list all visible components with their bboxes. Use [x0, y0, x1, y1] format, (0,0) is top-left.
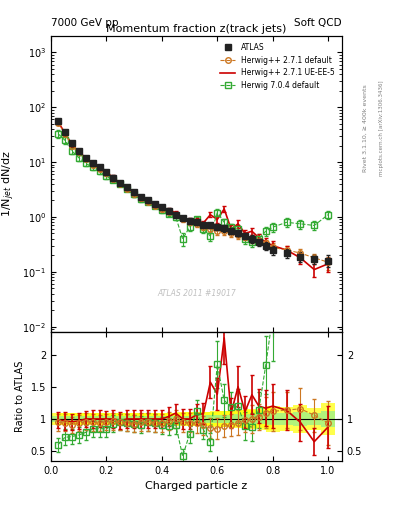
Herwig++ 2.7.1 UE-EE-5: [208, 211, 213, 218]
Herwig++ 2.7.1 UE-EE-5: [76, 148, 81, 155]
Herwig++ 2.7.1 UE-EE-5: [90, 160, 95, 166]
Herwig++ 2.7.1 UE-EE-5: [70, 141, 74, 147]
Herwig++ 2.7.1 UE-EE-5: [312, 266, 317, 272]
Herwig++ 2.7.1 UE-EE-5: [125, 184, 130, 190]
Herwig++ 2.7.1 UE-EE-5: [250, 228, 254, 234]
Herwig++ 2.7.1 UE-EE-5: [270, 243, 275, 249]
Text: ATLAS 2011 #19017: ATLAS 2011 #19017: [157, 289, 236, 298]
Herwig++ 2.7.1 UE-EE-5: [236, 221, 241, 227]
Herwig++ 2.7.1 UE-EE-5: [132, 189, 136, 196]
Herwig++ 2.7.1 UE-EE-5: [97, 164, 102, 170]
Herwig++ 2.7.1 UE-EE-5: [118, 180, 123, 186]
Herwig++ 2.7.1 UE-EE-5: [215, 217, 220, 223]
Herwig++ 2.7.1 UE-EE-5: [173, 209, 178, 216]
Title: Momentum fraction z(track jets): Momentum fraction z(track jets): [107, 24, 286, 34]
Herwig++ 2.7.1 UE-EE-5: [167, 207, 171, 213]
Herwig++ 2.7.1 UE-EE-5: [83, 155, 88, 161]
Y-axis label: 1/N$_{jet}$ dN/dz: 1/N$_{jet}$ dN/dz: [0, 151, 17, 217]
Herwig++ 2.7.1 UE-EE-5: [201, 220, 206, 226]
Herwig++ 2.7.1 UE-EE-5: [263, 239, 268, 245]
Text: Soft QCD: Soft QCD: [294, 18, 342, 28]
X-axis label: Charged particle z: Charged particle z: [145, 481, 248, 491]
Herwig++ 2.7.1 UE-EE-5: [229, 226, 233, 232]
Herwig++ 2.7.1 UE-EE-5: [194, 218, 199, 224]
Y-axis label: Ratio to ATLAS: Ratio to ATLAS: [15, 361, 25, 432]
Herwig++ 2.7.1 UE-EE-5: [257, 234, 261, 241]
Text: 7000 GeV pp: 7000 GeV pp: [51, 18, 119, 28]
Herwig++ 2.7.1 UE-EE-5: [180, 215, 185, 221]
Herwig++ 2.7.1 UE-EE-5: [298, 255, 303, 261]
Line: Herwig++ 2.7.1 UE-EE-5: Herwig++ 2.7.1 UE-EE-5: [58, 122, 328, 269]
Herwig++ 2.7.1 UE-EE-5: [284, 247, 289, 253]
Herwig++ 2.7.1 UE-EE-5: [146, 198, 151, 204]
Herwig++ 2.7.1 UE-EE-5: [326, 261, 331, 267]
Herwig++ 2.7.1 UE-EE-5: [104, 169, 109, 176]
Herwig++ 2.7.1 UE-EE-5: [160, 204, 164, 210]
Text: Rivet 3.1.10, ≥ 400k events: Rivet 3.1.10, ≥ 400k events: [363, 84, 368, 172]
Herwig++ 2.7.1 UE-EE-5: [139, 194, 143, 200]
Herwig++ 2.7.1 UE-EE-5: [111, 175, 116, 181]
Herwig++ 2.7.1 UE-EE-5: [242, 230, 247, 237]
Legend: ATLAS, Herwig++ 2.7.1 default, Herwig++ 2.7.1 UE-EE-5, Herwig 7.0.4 default: ATLAS, Herwig++ 2.7.1 default, Herwig++ …: [217, 39, 338, 93]
Text: mcplots.cern.ch [arXiv:1306.3436]: mcplots.cern.ch [arXiv:1306.3436]: [379, 80, 384, 176]
Herwig++ 2.7.1 UE-EE-5: [152, 201, 157, 207]
Herwig++ 2.7.1 UE-EE-5: [62, 130, 67, 136]
Herwig++ 2.7.1 UE-EE-5: [222, 206, 226, 212]
Herwig++ 2.7.1 UE-EE-5: [187, 218, 192, 224]
Herwig++ 2.7.1 UE-EE-5: [56, 119, 61, 125]
